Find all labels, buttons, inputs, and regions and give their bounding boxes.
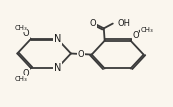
Text: O: O [22,69,29,78]
Text: O: O [78,50,85,59]
Text: N: N [54,34,61,44]
Text: O: O [90,19,96,27]
Text: CH₃: CH₃ [140,27,153,33]
Text: O: O [132,31,139,40]
Text: CH₃: CH₃ [14,25,27,31]
Text: OH: OH [117,19,130,28]
Text: O: O [22,29,29,38]
Text: N: N [54,63,61,73]
Text: CH₃: CH₃ [14,76,27,82]
